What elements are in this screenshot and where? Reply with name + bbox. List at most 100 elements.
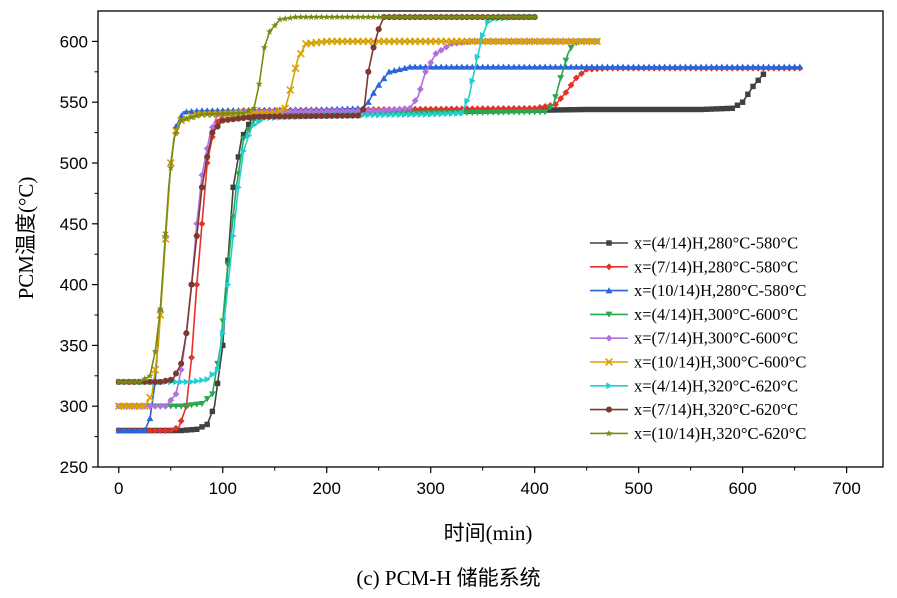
series-point xyxy=(266,27,274,35)
series-point xyxy=(484,109,492,116)
series-point xyxy=(510,63,518,70)
series-point xyxy=(645,63,653,70)
series-point xyxy=(375,13,383,21)
series-point xyxy=(219,117,226,124)
series-point xyxy=(391,111,398,119)
series-point xyxy=(448,63,455,70)
series-point xyxy=(188,113,196,121)
series-point xyxy=(687,63,695,70)
series-point xyxy=(172,403,180,410)
series-point xyxy=(583,106,590,113)
series-point xyxy=(459,109,466,117)
series-point xyxy=(167,396,175,404)
series-point xyxy=(396,65,403,73)
series-point xyxy=(708,106,715,112)
series-point xyxy=(151,427,159,434)
series-point xyxy=(416,13,424,21)
series-point xyxy=(484,13,492,21)
series-point xyxy=(162,229,170,236)
series-point xyxy=(485,18,492,26)
y-tick-label: 550 xyxy=(60,93,88,112)
series-point xyxy=(229,109,237,117)
legend-label: x=(4/14)H,280°C-580°C xyxy=(634,234,798,253)
series-point xyxy=(318,13,326,21)
series-point xyxy=(494,13,502,21)
series-point xyxy=(323,13,331,21)
series-point xyxy=(620,106,626,113)
series-point xyxy=(594,106,600,113)
legend-entry: x=(10/14)H,280°C-580°C xyxy=(590,281,806,300)
series-point xyxy=(557,75,565,82)
series-point xyxy=(609,106,616,113)
series-point xyxy=(286,108,294,115)
series-point xyxy=(552,101,559,109)
legend-marker xyxy=(606,382,613,390)
series-point xyxy=(573,106,579,113)
series-point xyxy=(650,63,658,70)
series-point xyxy=(214,118,221,126)
series-point xyxy=(136,378,144,385)
series-point xyxy=(531,13,539,21)
series-point xyxy=(307,107,315,115)
series-point xyxy=(526,63,533,70)
series-point xyxy=(250,113,258,120)
series-point xyxy=(219,110,227,117)
series-point xyxy=(370,13,378,21)
series-point xyxy=(719,105,725,112)
series-point xyxy=(136,427,143,434)
series-point xyxy=(734,63,741,70)
series-point xyxy=(204,376,211,383)
series-point xyxy=(422,68,429,76)
series-point xyxy=(313,113,320,120)
series-point xyxy=(406,104,414,112)
series-point xyxy=(182,108,190,115)
series-point xyxy=(583,63,591,70)
series-point xyxy=(619,63,627,70)
series-point xyxy=(360,111,367,119)
series-point xyxy=(307,13,315,21)
series-point xyxy=(510,109,518,116)
series-point xyxy=(209,129,216,136)
series-point xyxy=(432,63,440,70)
series-point xyxy=(474,63,481,70)
series-point xyxy=(234,109,242,117)
series-point xyxy=(546,104,554,111)
series-point xyxy=(235,115,242,122)
series-point xyxy=(698,106,704,113)
series-point xyxy=(208,133,216,141)
series-point xyxy=(365,111,372,119)
series-point xyxy=(235,154,242,160)
series-point xyxy=(593,37,602,46)
legend-marker xyxy=(605,406,613,413)
series-point xyxy=(296,49,305,58)
series-point xyxy=(406,13,414,21)
series-point xyxy=(453,109,461,117)
series-point xyxy=(115,378,123,385)
series-point xyxy=(240,135,247,143)
series-point xyxy=(183,427,190,433)
series-point xyxy=(271,21,279,29)
legend-label: x=(4/14)H,300°C-600°C xyxy=(634,305,798,324)
series-point xyxy=(416,63,424,70)
legend-entry: x=(4/14)H,320°C-620°C xyxy=(590,376,798,395)
series-point xyxy=(401,64,409,71)
series-point xyxy=(754,63,762,70)
series-point xyxy=(125,427,133,434)
series-point xyxy=(427,110,435,118)
series-point xyxy=(536,103,544,111)
series-point xyxy=(182,115,190,122)
series-point xyxy=(275,106,284,115)
series-point xyxy=(245,107,253,114)
series-point xyxy=(188,281,195,288)
series-point xyxy=(386,111,393,119)
series-point xyxy=(152,378,159,385)
series-point xyxy=(183,330,190,337)
series-point xyxy=(188,107,195,115)
y-tick-label: 250 xyxy=(60,458,88,477)
series-point xyxy=(146,393,154,402)
series-point xyxy=(365,68,372,75)
series-point xyxy=(744,63,752,70)
series-point xyxy=(770,63,778,70)
series-point xyxy=(380,74,388,82)
series-point xyxy=(209,371,216,378)
